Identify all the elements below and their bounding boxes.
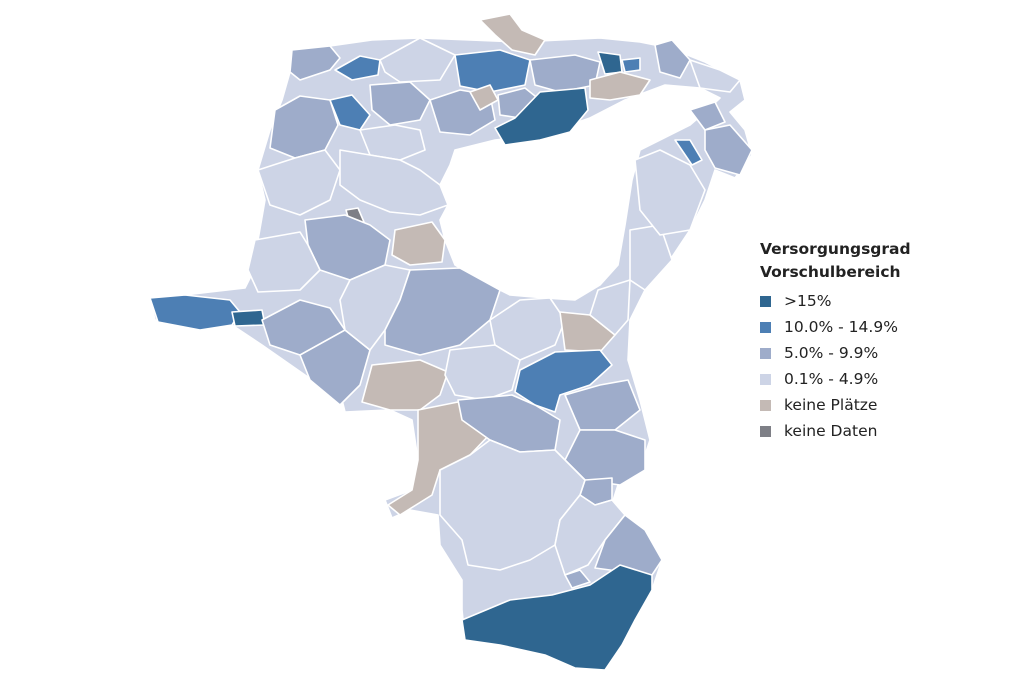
legend-label: 0.1% - 4.9% bbox=[784, 370, 879, 388]
region bbox=[514, 349, 613, 413]
region bbox=[289, 45, 341, 81]
region bbox=[564, 569, 591, 589]
region bbox=[461, 564, 653, 671]
region bbox=[559, 311, 616, 353]
region bbox=[384, 267, 501, 356]
region bbox=[444, 344, 521, 401]
legend-swatch bbox=[760, 321, 771, 333]
region bbox=[674, 139, 703, 166]
region bbox=[654, 39, 691, 79]
region bbox=[689, 101, 726, 131]
region bbox=[634, 149, 706, 236]
legend-swatch bbox=[760, 399, 771, 411]
legend-item: 10.0% - 14.9% bbox=[760, 314, 1010, 340]
legend-label: 5.0% - 9.9% bbox=[784, 344, 879, 362]
region bbox=[621, 57, 641, 73]
legend-label: keine Daten bbox=[784, 422, 878, 440]
legend-swatch bbox=[760, 295, 771, 307]
region bbox=[269, 95, 339, 159]
legend-label: >15% bbox=[784, 292, 832, 310]
region bbox=[594, 514, 663, 576]
legend-item: 5.0% - 9.9% bbox=[760, 340, 1010, 366]
legend-label: 10.0% - 14.9% bbox=[784, 318, 898, 336]
region bbox=[589, 279, 631, 336]
region bbox=[589, 71, 651, 101]
region bbox=[149, 294, 241, 331]
legend-item: keine Plätze bbox=[760, 392, 1010, 418]
legend-swatch bbox=[760, 347, 771, 359]
map-legend: Versorgungsgrad Vorschulbereich >15% 10.… bbox=[760, 238, 1010, 444]
region bbox=[494, 87, 589, 146]
legend-list: >15% 10.0% - 14.9% 5.0% - 9.9% 0.1% - 4.… bbox=[760, 288, 1010, 444]
legend-swatch bbox=[760, 425, 771, 437]
region bbox=[454, 49, 531, 93]
legend-item: 0.1% - 4.9% bbox=[760, 366, 1010, 392]
region bbox=[231, 309, 266, 327]
legend-title-line1: Versorgungsgrad bbox=[760, 240, 911, 258]
region bbox=[361, 359, 449, 411]
legend-swatch bbox=[760, 373, 771, 385]
legend-item: keine Daten bbox=[760, 418, 1010, 444]
region bbox=[257, 149, 341, 216]
region bbox=[479, 13, 546, 56]
region bbox=[689, 59, 741, 93]
region bbox=[379, 37, 456, 83]
region bbox=[339, 149, 449, 216]
region bbox=[554, 494, 626, 576]
region bbox=[329, 94, 371, 131]
region bbox=[391, 221, 446, 266]
legend-item: >15% bbox=[760, 288, 1010, 314]
legend-label: keine Plätze bbox=[784, 396, 878, 414]
region bbox=[247, 231, 321, 293]
region bbox=[334, 55, 381, 81]
region bbox=[369, 81, 431, 126]
legend-title-line2: Vorschulbereich bbox=[760, 263, 901, 281]
region bbox=[704, 124, 753, 176]
